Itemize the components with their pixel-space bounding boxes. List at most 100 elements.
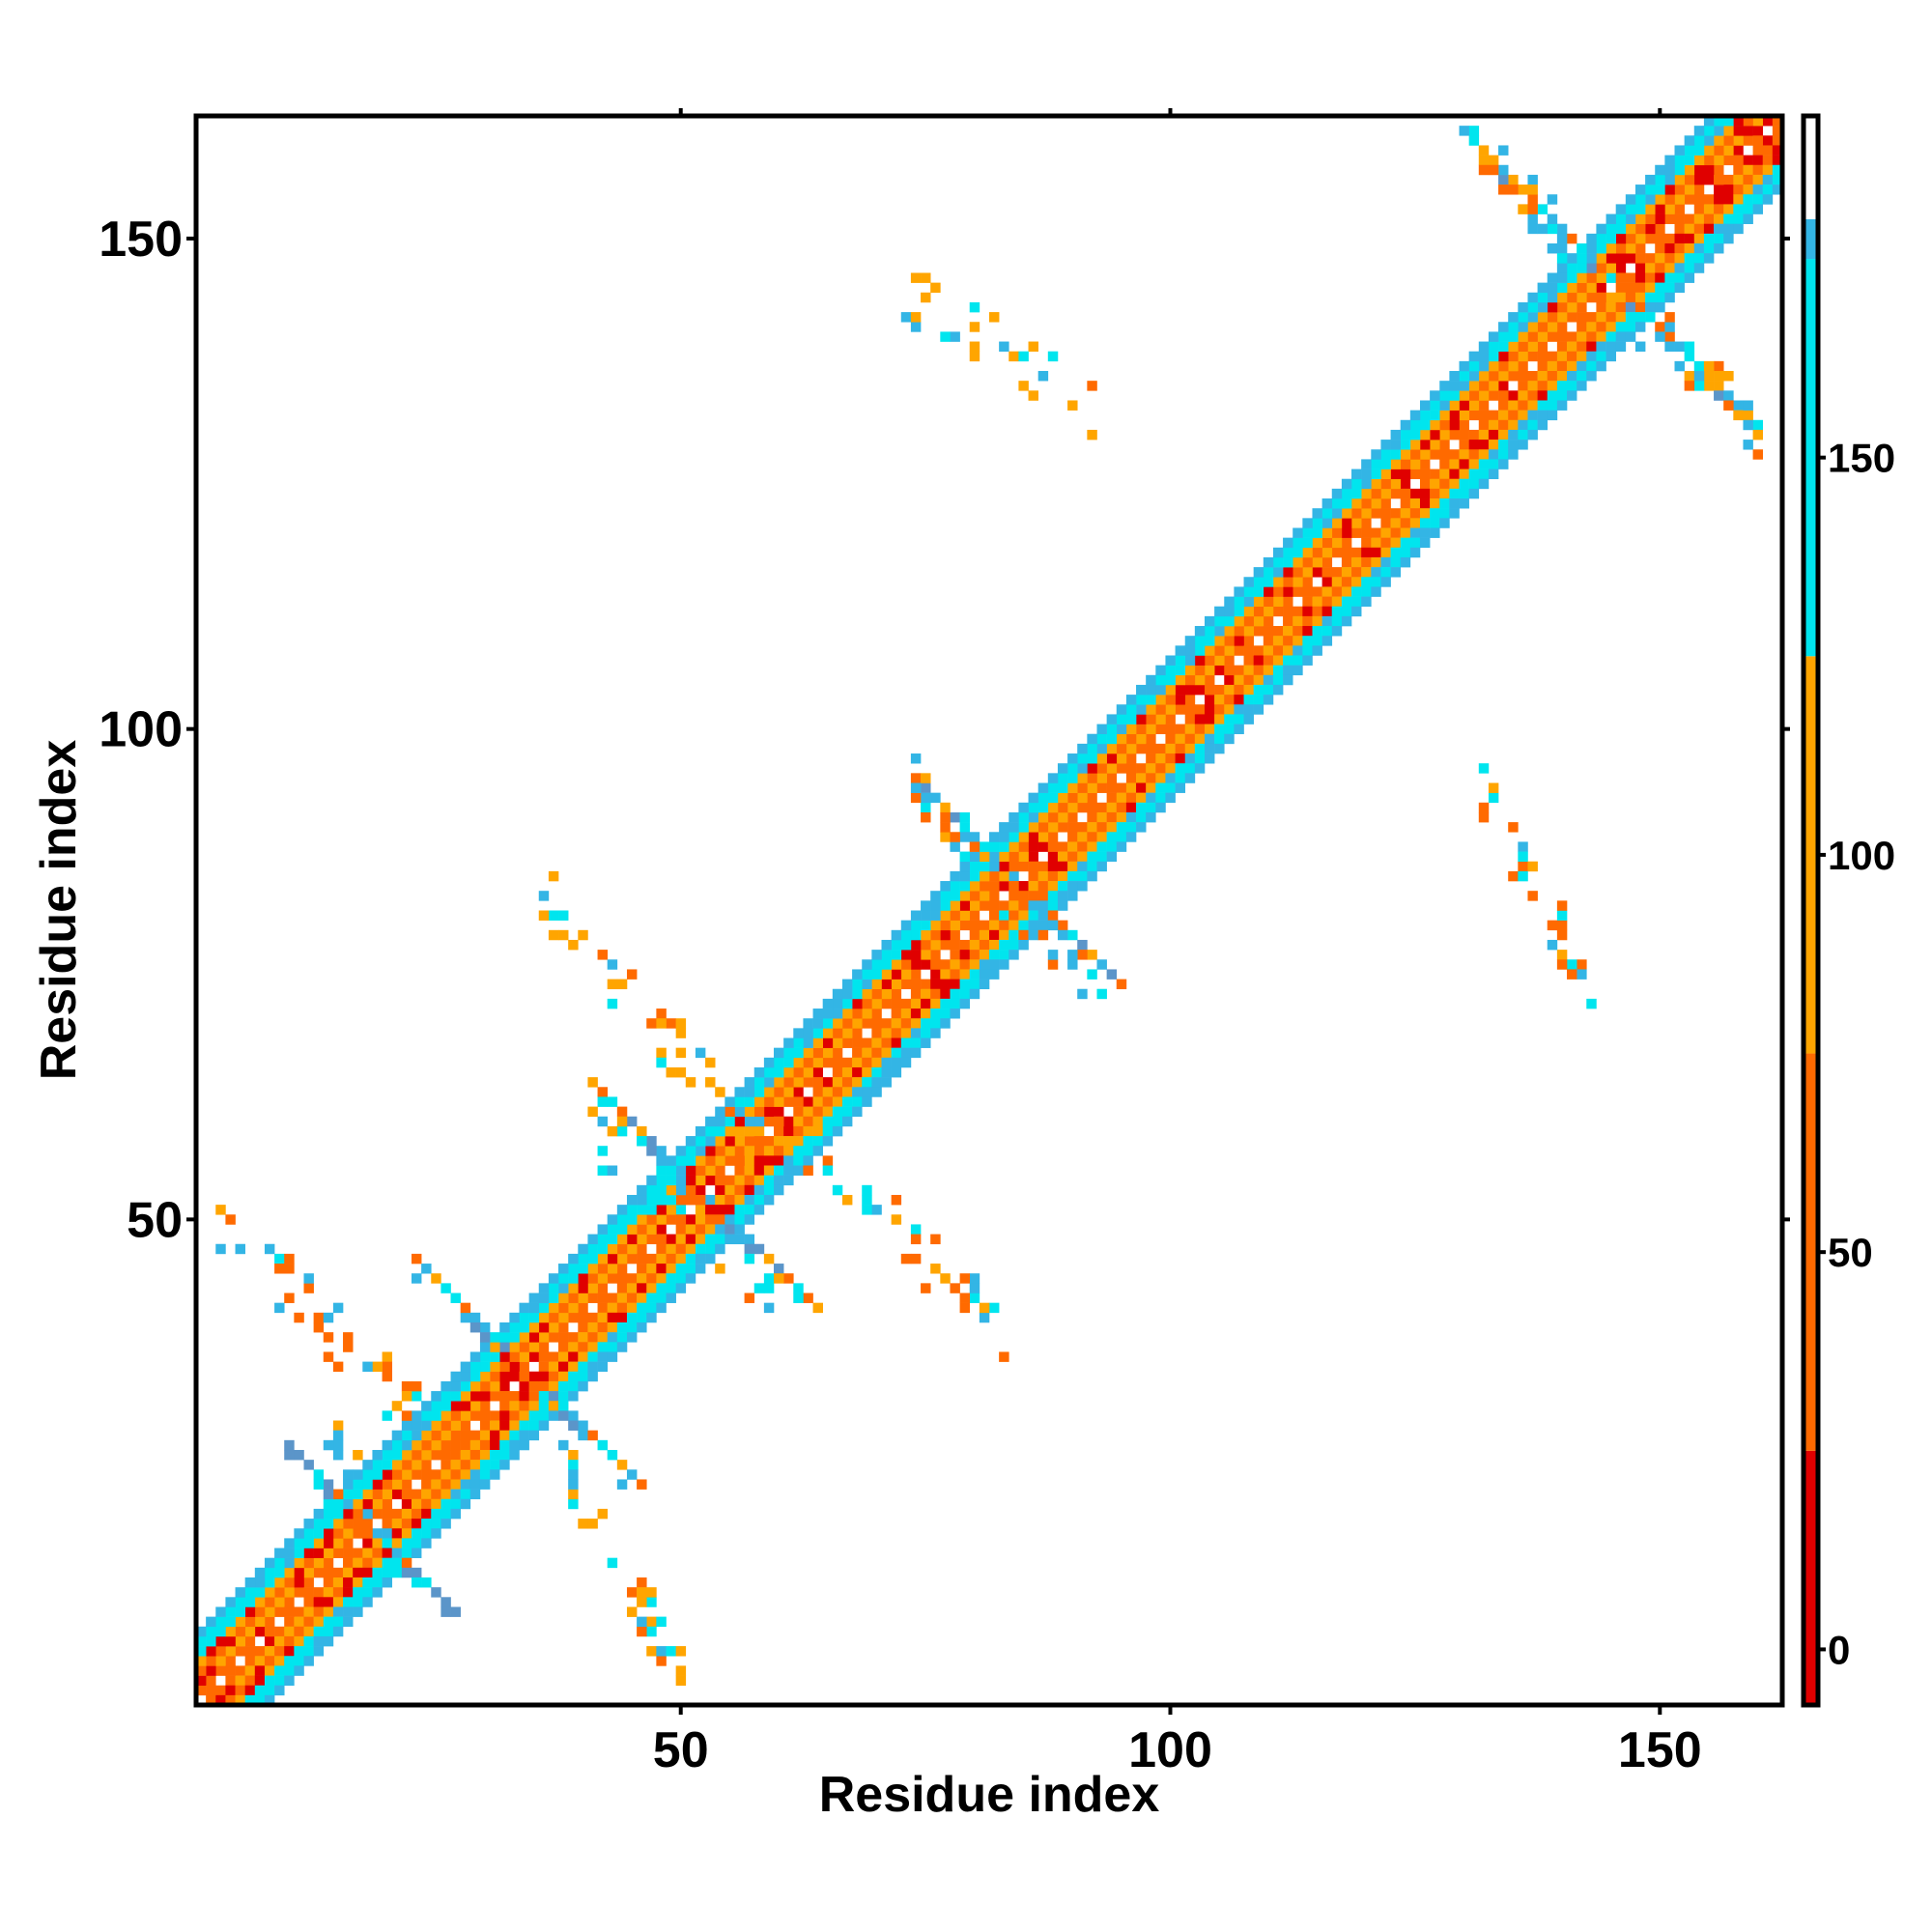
heatmap-cell (616, 1273, 628, 1284)
heatmap-cell (607, 1096, 618, 1107)
heatmap-cell (675, 1665, 687, 1676)
heatmap-cell (450, 1293, 461, 1303)
heatmap-cell (1645, 233, 1656, 244)
heatmap-cell (1605, 272, 1616, 283)
heatmap-cell (1488, 381, 1499, 391)
heatmap-cell (1645, 253, 1656, 264)
heatmap-cell (1253, 577, 1264, 587)
heatmap-cell (666, 1646, 676, 1657)
heatmap-cell (1028, 811, 1038, 823)
heatmap-cell (274, 1548, 285, 1558)
heatmap-cell (812, 1018, 823, 1029)
heatmap-cell (323, 1616, 334, 1628)
heatmap-cell (1243, 606, 1254, 617)
heatmap-cell (783, 1066, 794, 1078)
heatmap-cell (490, 1420, 500, 1431)
heatmap-cell (225, 1675, 236, 1686)
heatmap-cell (1175, 645, 1186, 656)
heatmap-cell (1664, 243, 1675, 254)
heatmap-cell (1430, 508, 1440, 519)
heatmap-cell (774, 1165, 784, 1176)
heatmap-cell (969, 881, 980, 892)
heatmap-cell (1419, 518, 1431, 528)
heatmap-cell (323, 1498, 334, 1510)
heatmap-cell (1518, 331, 1528, 342)
heatmap-cell (421, 1519, 432, 1529)
heatmap-cell (479, 1430, 491, 1441)
heatmap-cell (1703, 213, 1715, 224)
heatmap-cell (822, 1077, 834, 1088)
heatmap-cell (979, 1312, 990, 1323)
heatmap-cell (411, 1380, 422, 1392)
heatmap-cell (1371, 537, 1381, 549)
heatmap-cell (1645, 194, 1656, 205)
heatmap-cell (1009, 822, 1019, 833)
heatmap-cell (303, 1656, 314, 1666)
heatmap-cell (763, 1106, 775, 1118)
colorbar-tick-label: 150 (1828, 436, 1895, 481)
heatmap-cell (1537, 204, 1548, 214)
heatmap-cell (1165, 792, 1176, 804)
heatmap-cell (332, 1489, 344, 1500)
heatmap-cell (930, 969, 941, 980)
heatmap-cell (1508, 322, 1519, 332)
heatmap-cell (1096, 763, 1107, 774)
heatmap-cell (1596, 341, 1606, 352)
plot-frame (193, 113, 1785, 1708)
heatmap-cell (1341, 596, 1352, 608)
heatmap-cell (1243, 674, 1254, 686)
heatmap-cell (1518, 204, 1528, 214)
heatmap-cell (1175, 724, 1186, 735)
heatmap-cell (607, 998, 618, 1009)
heatmap-cell (372, 1577, 383, 1588)
heatmap-cell (753, 1136, 765, 1147)
heatmap-cell (1253, 567, 1264, 578)
heatmap-cell (999, 851, 1009, 863)
heatmap-cell (1214, 626, 1225, 637)
heatmap-cell (1508, 449, 1519, 460)
heatmap-cell (431, 1391, 441, 1402)
heatmap-cell (440, 1479, 451, 1490)
heatmap-cell (607, 959, 618, 970)
heatmap-cell (1263, 665, 1274, 676)
heatmap-cell (989, 950, 1000, 960)
heatmap-cell (1165, 674, 1176, 686)
heatmap-cell (852, 1028, 863, 1038)
heatmap-cell (1184, 724, 1196, 735)
heatmap-cell (1136, 684, 1147, 696)
heatmap-cell (656, 1155, 667, 1166)
heatmap-cell (1380, 508, 1391, 519)
heatmap-cell (1067, 400, 1078, 411)
heatmap-cell (793, 1066, 804, 1078)
heatmap-cell (1723, 135, 1734, 146)
heatmap-cell (1518, 341, 1528, 352)
heatmap-cell (421, 1538, 432, 1548)
heatmap-cell (1175, 743, 1186, 754)
heatmap-cell (989, 959, 1000, 970)
heatmap-cell (1664, 272, 1675, 283)
heatmap-cell (832, 1057, 843, 1068)
heatmap-cell (999, 959, 1009, 970)
heatmap-cell (303, 1616, 314, 1628)
heatmap-cell (950, 950, 960, 960)
heatmap-cell (637, 1125, 647, 1137)
heatmap-cell (1586, 998, 1597, 1009)
heatmap-cell (626, 1606, 638, 1617)
heatmap-cell (538, 1361, 550, 1373)
heatmap-cell (989, 841, 1000, 852)
heatmap-cell (528, 1342, 540, 1352)
heatmap-cell (1586, 282, 1597, 294)
heatmap-cell (969, 969, 980, 980)
heatmap-cell (793, 1146, 804, 1156)
heatmap-cell (244, 1656, 256, 1666)
heatmap-cell (343, 1508, 354, 1520)
heatmap-cell (616, 1321, 628, 1333)
heatmap-cell (1371, 547, 1381, 558)
heatmap-cell (1057, 802, 1068, 813)
heatmap-cell (1556, 950, 1568, 960)
heatmap-cell (1674, 341, 1685, 352)
heatmap-cell (1449, 449, 1460, 460)
heatmap-cell (323, 1508, 334, 1520)
heatmap-cell (1331, 547, 1343, 558)
heatmap-cell (1361, 498, 1372, 509)
